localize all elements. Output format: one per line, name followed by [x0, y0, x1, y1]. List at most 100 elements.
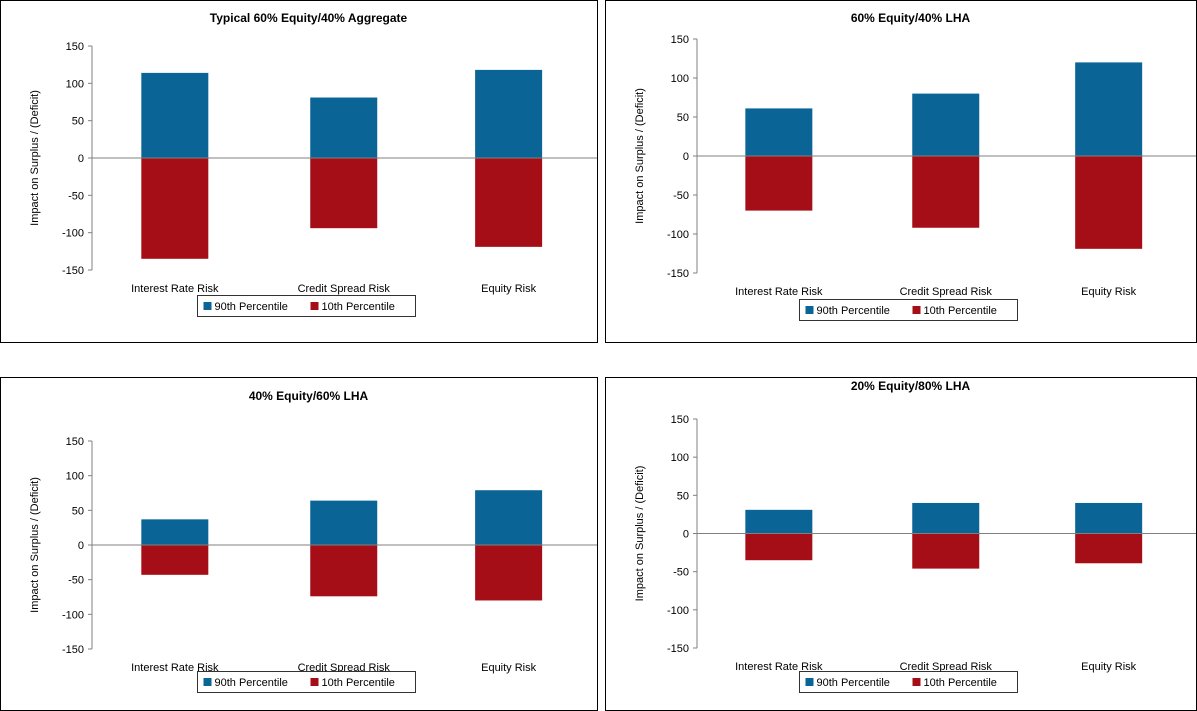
chart-panel-4: 20% Equity/80% LHA Impact on Surplus / (D…	[605, 377, 1197, 711]
chart-title: Typical 60% Equity/40% Aggregate	[210, 11, 408, 25]
y-tick-label: 0	[78, 540, 84, 552]
y-tick-label: 50	[677, 112, 689, 124]
x-category-label: Credit Spread Risk	[900, 286, 993, 298]
y-tick-label: 150	[671, 34, 689, 46]
chart-legend: 90th Percentile 10th Percentile	[197, 671, 416, 693]
y-tick-label: -50	[68, 575, 84, 587]
chart-svg: 40% Equity/60% LHA Impact on Surplus / (D…	[0, 377, 598, 711]
legend-frame	[197, 295, 416, 317]
y-tick-label: -50	[68, 190, 84, 202]
chart-legend: 90th Percentile 10th Percentile	[799, 299, 1018, 321]
y-tick-label: -150	[667, 268, 689, 280]
bar-10th-percentile	[1075, 156, 1143, 249]
y-tick-label: 150	[66, 436, 84, 448]
chart-panel-1: Typical 60% Equity/40% Aggregate Impact o…	[0, 0, 598, 343]
y-tick-label: 0	[78, 153, 84, 165]
y-tick-label: 100	[671, 73, 689, 85]
legend-swatch-90th	[805, 306, 814, 314]
x-category-label: Credit Spread Risk	[900, 661, 993, 673]
chart-svg: 60% Equity/40% LHA Impact on Surplus / (D…	[605, 0, 1197, 343]
y-tick-label: -100	[667, 605, 689, 617]
legend-frame	[799, 299, 1018, 321]
y-axis-label: Impact on Surplus / (Deficit)	[634, 466, 646, 602]
legend-frame	[197, 671, 416, 693]
x-category-label: Interest Rate Risk	[735, 661, 823, 673]
legend-swatch-90th	[805, 678, 814, 686]
bar-90th-percentile	[1075, 62, 1143, 156]
x-category-label: Equity Risk	[1081, 661, 1137, 673]
legend-entry: 10th Percentile	[924, 677, 997, 689]
bar-90th-percentile	[141, 519, 209, 545]
y-tick-label: 100	[66, 78, 84, 90]
y-tick-label: -150	[62, 265, 84, 277]
legend-swatch-90th	[203, 302, 212, 310]
bar-90th-percentile	[141, 72, 209, 158]
bar-90th-percentile	[310, 97, 378, 158]
chart-svg: Typical 60% Equity/40% Aggregate Impact o…	[0, 0, 598, 343]
x-category-label: Interest Rate Risk	[131, 662, 219, 674]
y-axis-label: Impact on Surplus / (Deficit)	[29, 90, 41, 226]
bar-10th-percentile	[912, 533, 980, 569]
legend-entry: 10th Percentile	[322, 677, 395, 689]
bar-10th-percentile	[310, 158, 378, 229]
x-category-label: Equity Risk	[481, 283, 537, 295]
y-tick-label: -50	[673, 567, 689, 579]
y-tick-label: -100	[62, 228, 84, 240]
y-tick-label: 50	[72, 116, 84, 128]
x-category-label: Credit Spread Risk	[298, 662, 391, 674]
x-category-label: Credit Spread Risk	[298, 283, 391, 295]
chart-title: 40% Equity/60% LHA	[249, 389, 369, 403]
chart-panel-3: 40% Equity/60% LHA Impact on Surplus / (D…	[0, 377, 598, 711]
chart-legend: 90th Percentile 10th Percentile	[799, 671, 1018, 693]
bar-90th-percentile	[912, 502, 980, 534]
bar-10th-percentile	[912, 156, 980, 228]
y-tick-label: 100	[66, 471, 84, 483]
legend-entry: 90th Percentile	[215, 677, 288, 689]
y-tick-label: -50	[673, 190, 689, 202]
y-axis-label: Impact on Surplus / (Deficit)	[634, 88, 646, 224]
legend-swatch-10th	[310, 302, 319, 310]
y-tick-label: 150	[671, 414, 689, 426]
legend-frame	[799, 671, 1018, 693]
bar-10th-percentile	[1075, 533, 1143, 564]
bar-90th-percentile	[475, 490, 543, 545]
chart-title: 20% Equity/80% LHA	[851, 379, 971, 393]
bar-10th-percentile	[475, 158, 543, 247]
bar-90th-percentile	[310, 500, 378, 545]
bar-10th-percentile	[141, 545, 209, 575]
y-tick-label: 0	[683, 529, 689, 541]
bar-90th-percentile	[912, 93, 980, 156]
legend-swatch-10th	[912, 678, 921, 686]
x-category-label: Interest Rate Risk	[735, 286, 823, 298]
bar-90th-percentile	[745, 509, 813, 534]
bar-90th-percentile	[475, 69, 543, 158]
y-tick-label: 50	[677, 490, 689, 502]
legend-entry: 90th Percentile	[817, 677, 890, 689]
legend-entry: 90th Percentile	[215, 301, 288, 313]
bar-10th-percentile	[310, 545, 378, 597]
y-tick-label: -100	[62, 609, 84, 621]
bar-90th-percentile	[1075, 502, 1143, 534]
bar-90th-percentile	[745, 108, 813, 156]
chart-legend: 90th Percentile 10th Percentile	[197, 295, 416, 317]
legend-entry: 10th Percentile	[924, 305, 997, 317]
legend-swatch-10th	[912, 306, 921, 314]
chart-title: 60% Equity/40% LHA	[851, 11, 971, 25]
legend-entry: 90th Percentile	[817, 305, 890, 317]
y-tick-label: -150	[667, 643, 689, 655]
y-tick-label: 150	[66, 41, 84, 53]
y-tick-label: -150	[62, 644, 84, 656]
x-category-label: Interest Rate Risk	[131, 283, 219, 295]
chart-svg: 20% Equity/80% LHA Impact on Surplus / (D…	[605, 377, 1197, 711]
y-tick-label: 50	[72, 505, 84, 517]
bar-10th-percentile	[475, 545, 543, 601]
legend-swatch-90th	[203, 678, 212, 686]
x-category-label: Equity Risk	[1081, 286, 1137, 298]
y-tick-label: 0	[683, 151, 689, 163]
x-category-label: Equity Risk	[481, 662, 537, 674]
legend-entry: 10th Percentile	[322, 301, 395, 313]
bar-10th-percentile	[745, 533, 813, 561]
legend-swatch-10th	[310, 678, 319, 686]
bar-10th-percentile	[745, 156, 813, 211]
y-axis-label: Impact on Surplus / (Deficit)	[29, 477, 41, 613]
